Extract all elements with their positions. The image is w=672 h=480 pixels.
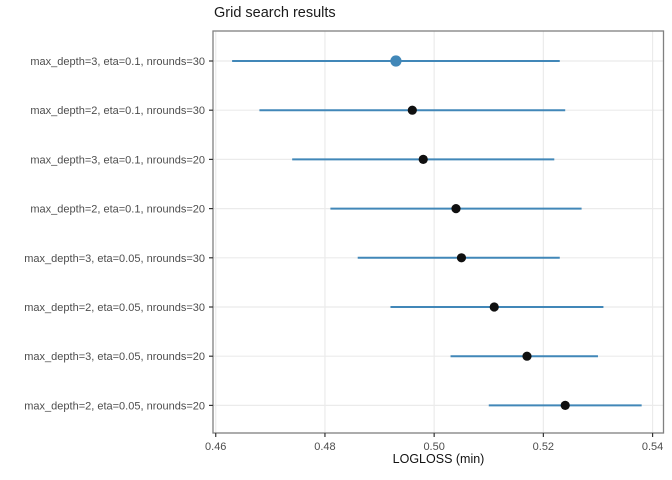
y-tick-label: max_depth=2, eta=0.05, nrounds=20 bbox=[24, 400, 205, 412]
x-tick-label: 0.52 bbox=[533, 441, 554, 453]
data-point bbox=[522, 351, 532, 361]
panel-border bbox=[212, 30, 665, 434]
data-point bbox=[489, 302, 499, 312]
x-axis-title: LOGLOSS (min) bbox=[392, 452, 485, 466]
data-point bbox=[560, 400, 570, 410]
y-tick-label: max_depth=2, eta=0.1, nrounds=30 bbox=[30, 105, 205, 117]
chart-title: Grid search results bbox=[214, 5, 336, 21]
data-point bbox=[456, 253, 467, 263]
y-tick-label: max_depth=3, eta=0.05, nrounds=30 bbox=[24, 253, 205, 265]
x-tick-label: 0.48 bbox=[314, 441, 335, 453]
x-tick-label: 0.54 bbox=[642, 441, 663, 453]
y-tick-label: max_depth=2, eta=0.05, nrounds=30 bbox=[24, 302, 205, 314]
x-tick-label: 0.46 bbox=[205, 441, 226, 453]
panel-background bbox=[213, 31, 664, 433]
y-tick-label: max_depth=2, eta=0.1, nrounds=20 bbox=[30, 204, 205, 216]
y-tick-label: max_depth=3, eta=0.1, nrounds=20 bbox=[30, 154, 205, 166]
data-point bbox=[418, 154, 428, 164]
data-point bbox=[407, 105, 417, 115]
y-tick-label: max_depth=3, eta=0.1, nrounds=30 bbox=[30, 56, 205, 68]
data-point bbox=[451, 204, 461, 214]
y-tick-label: max_depth=3, eta=0.05, nrounds=20 bbox=[24, 351, 205, 363]
data-point bbox=[390, 55, 402, 67]
x-tick-label: 0.50 bbox=[423, 441, 444, 453]
